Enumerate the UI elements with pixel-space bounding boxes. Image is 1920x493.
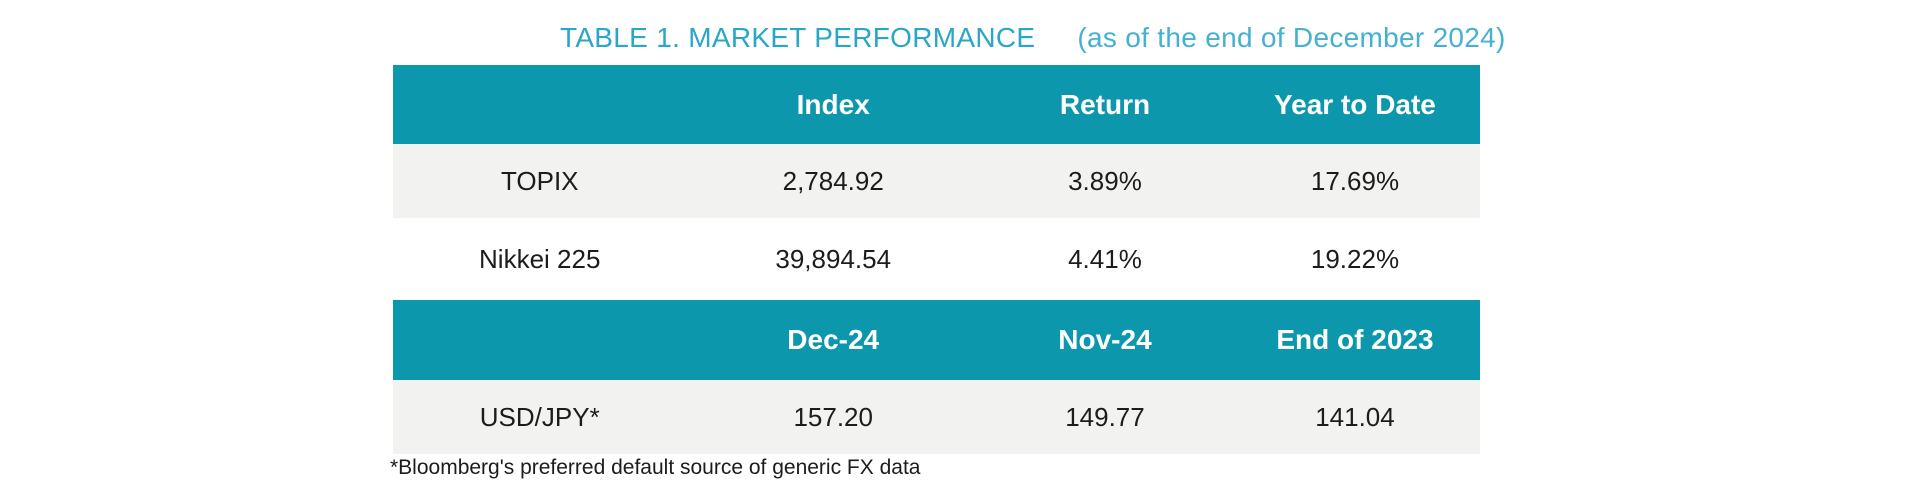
- nikkei-return-value: 4.41%: [1068, 243, 1142, 274]
- market-performance-table: Index Return Year to Date TOPIX 2,784.92…: [393, 65, 1480, 454]
- table-title: TABLE 1. MARKET PERFORMANCE (as of the e…: [560, 22, 1506, 54]
- fx-header-row: Dec-24 Nov-24 End of 2023: [393, 300, 1480, 380]
- nikkei-index-value: 39,894.54: [775, 243, 892, 274]
- index-header-row: Index Return Year to Date: [393, 65, 1480, 144]
- usdjpy-nov24-value: 149.77: [1065, 401, 1145, 432]
- usdjpy-end2023-value: 141.04: [1315, 401, 1395, 432]
- header-cell-nov-24: Nov-24: [1058, 324, 1152, 355]
- header-cell-index: Index: [796, 88, 870, 120]
- row-label: TOPIX: [500, 165, 579, 196]
- table-row-topix: TOPIX 2,784.92 3.89% 17.69%: [393, 144, 1480, 218]
- header-cell-year-to-date: Year to Date: [1274, 88, 1436, 120]
- topix-return-value: 3.89%: [1068, 165, 1142, 196]
- table-row-usdjpy: USD/JPY* 157.20 149.77 141.04: [393, 380, 1480, 454]
- table-title-date-note: (as of the end of December 2024): [1077, 22, 1506, 53]
- footnote: *Bloomberg's preferred default source of…: [390, 456, 921, 479]
- row-label: Nikkei 225: [479, 243, 601, 274]
- table-title-main: TABLE 1. MARKET PERFORMANCE: [560, 22, 1036, 53]
- nikkei-ytd-value: 19.22%: [1310, 243, 1400, 274]
- header-cell-end-of-2023: End of 2023: [1276, 324, 1434, 355]
- header-cell-return: Return: [1059, 88, 1151, 120]
- topix-index-value: 2,784.92: [782, 165, 884, 196]
- table-row-nikkei225: Nikkei 225 39,894.54 4.41% 19.22%: [393, 218, 1480, 300]
- topix-ytd-value: 17.69%: [1310, 165, 1400, 196]
- header-cell-dec-24: Dec-24: [787, 324, 880, 355]
- row-label: USD/JPY*: [479, 401, 600, 432]
- usdjpy-dec24-value: 157.20: [793, 401, 873, 432]
